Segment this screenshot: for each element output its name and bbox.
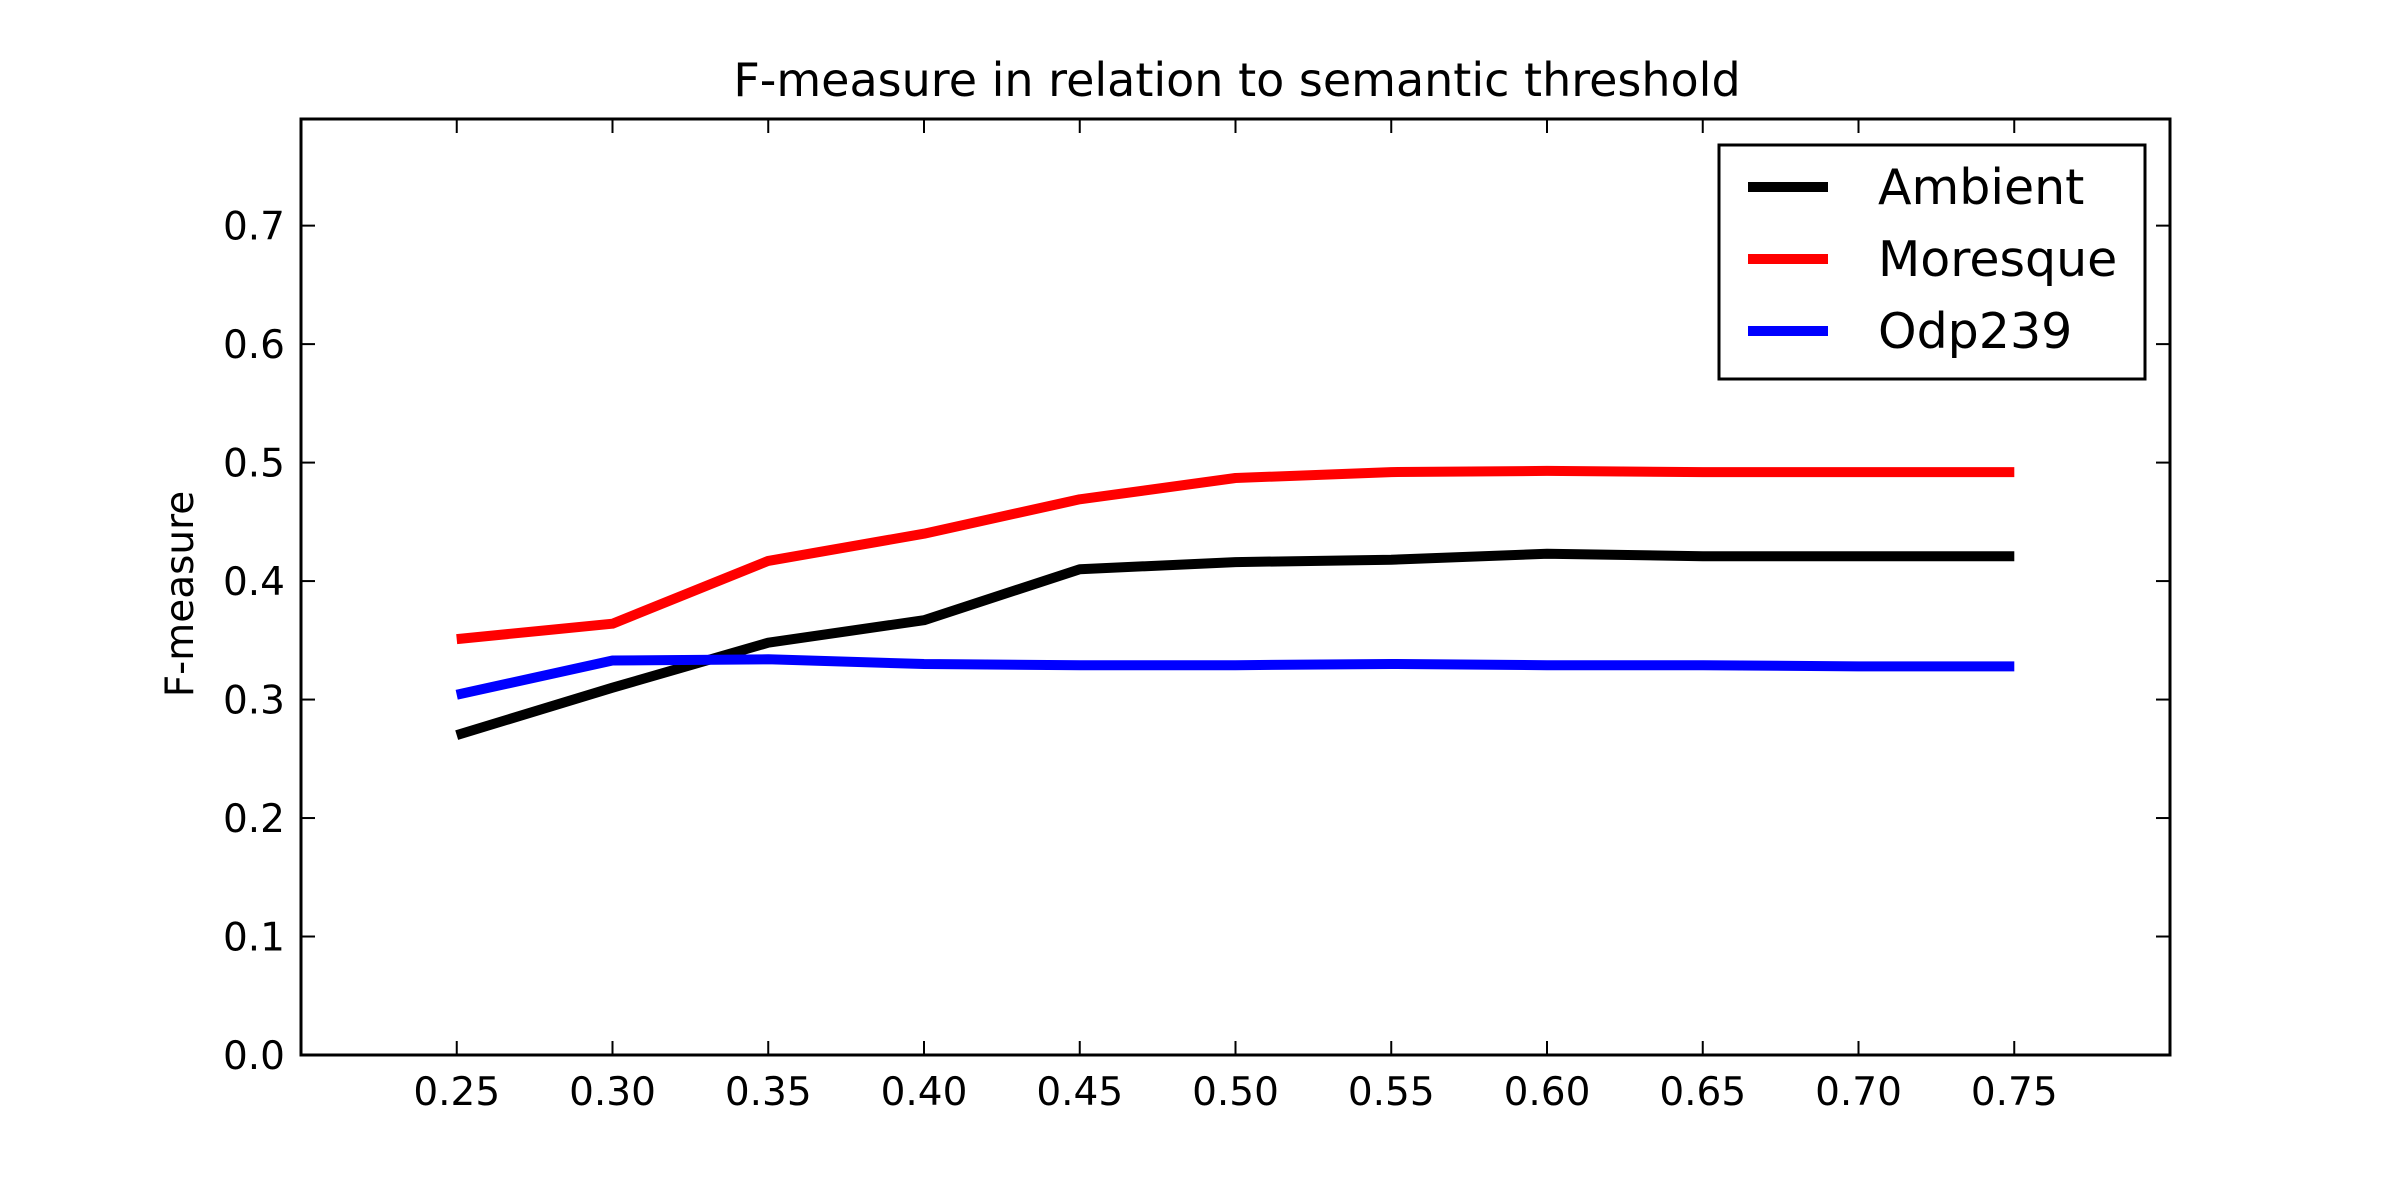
legend-label-odp239: Odp239: [1878, 303, 2072, 360]
x-tick-label: 0.45: [1036, 1070, 1123, 1115]
y-tick-label: 0.2: [223, 797, 285, 842]
legend-label-moresque: Moresque: [1878, 231, 2117, 288]
x-tick-label: 0.40: [881, 1070, 968, 1115]
x-tick-label: 0.60: [1504, 1070, 1591, 1115]
x-tick-label: 0.25: [413, 1070, 500, 1115]
x-tick-label: 0.50: [1192, 1070, 1279, 1115]
plot-frame: [299, 117, 2172, 1057]
series-line-moresque: [456, 465, 2015, 645]
x-tick-label: 0.30: [569, 1070, 656, 1115]
chart-title: F-measure in relation to semantic thresh…: [733, 53, 1740, 107]
y-axis-label: F-measure: [158, 491, 203, 698]
y-tick-label: 0.5: [223, 442, 285, 487]
y-tick-label: 0.0: [223, 1034, 285, 1079]
y-tick-label: 0.4: [223, 560, 285, 605]
y-tick-label: 0.1: [223, 916, 285, 961]
legend-items: Ambient Moresque Odp239: [1748, 159, 2117, 360]
x-tick-label: 0.55: [1348, 1070, 1435, 1115]
series-line-ambient: [455, 548, 2015, 740]
y-tick-label: 0.6: [223, 323, 285, 368]
series-line-odp239: [455, 654, 2015, 700]
x-tick-label: 0.65: [1659, 1070, 1746, 1115]
series-layer: [455, 465, 2015, 740]
x-tick-label: 0.35: [725, 1070, 812, 1115]
ticks-layer: 0.25 0.30 0.35 0.40 0.45 0.50 0.55 0.60 0.65 0.70…: [223, 119, 2170, 1115]
legend-label-ambient: Ambient: [1878, 159, 2084, 216]
y-tick-label: 0.7: [223, 205, 285, 250]
legend: Ambient Moresque Odp239: [1717, 143, 2147, 381]
x-tick-label: 0.70: [1815, 1070, 1902, 1115]
x-tick-label: 0.75: [1971, 1070, 2058, 1115]
y-tick-label: 0.3: [223, 679, 285, 724]
